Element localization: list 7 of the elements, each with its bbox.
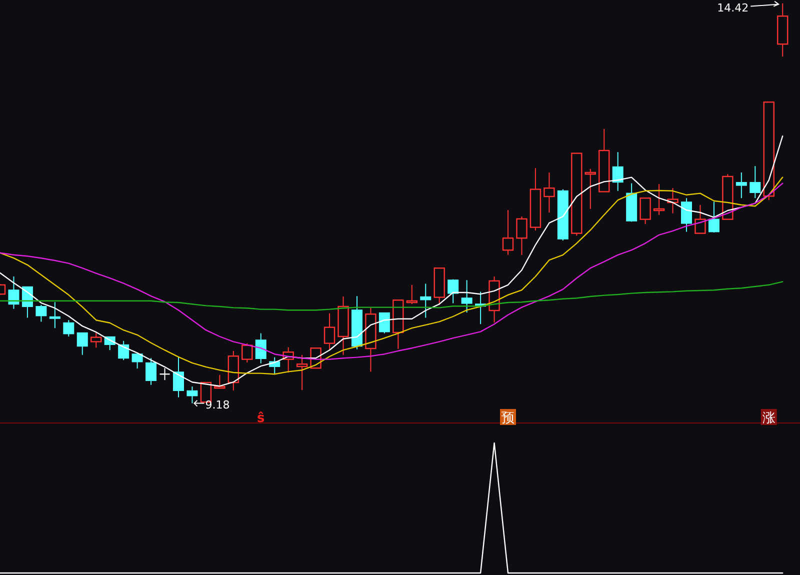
- annotation: ŝ: [257, 411, 265, 426]
- annotation: 9.18: [205, 398, 230, 412]
- annotation: 涨: [760, 409, 777, 426]
- annotation: 14.42: [717, 1, 749, 14]
- annotation: 预: [500, 409, 516, 426]
- annotation: 14.42: [717, 0, 780, 14]
- annotation: 9.18: [194, 398, 230, 412]
